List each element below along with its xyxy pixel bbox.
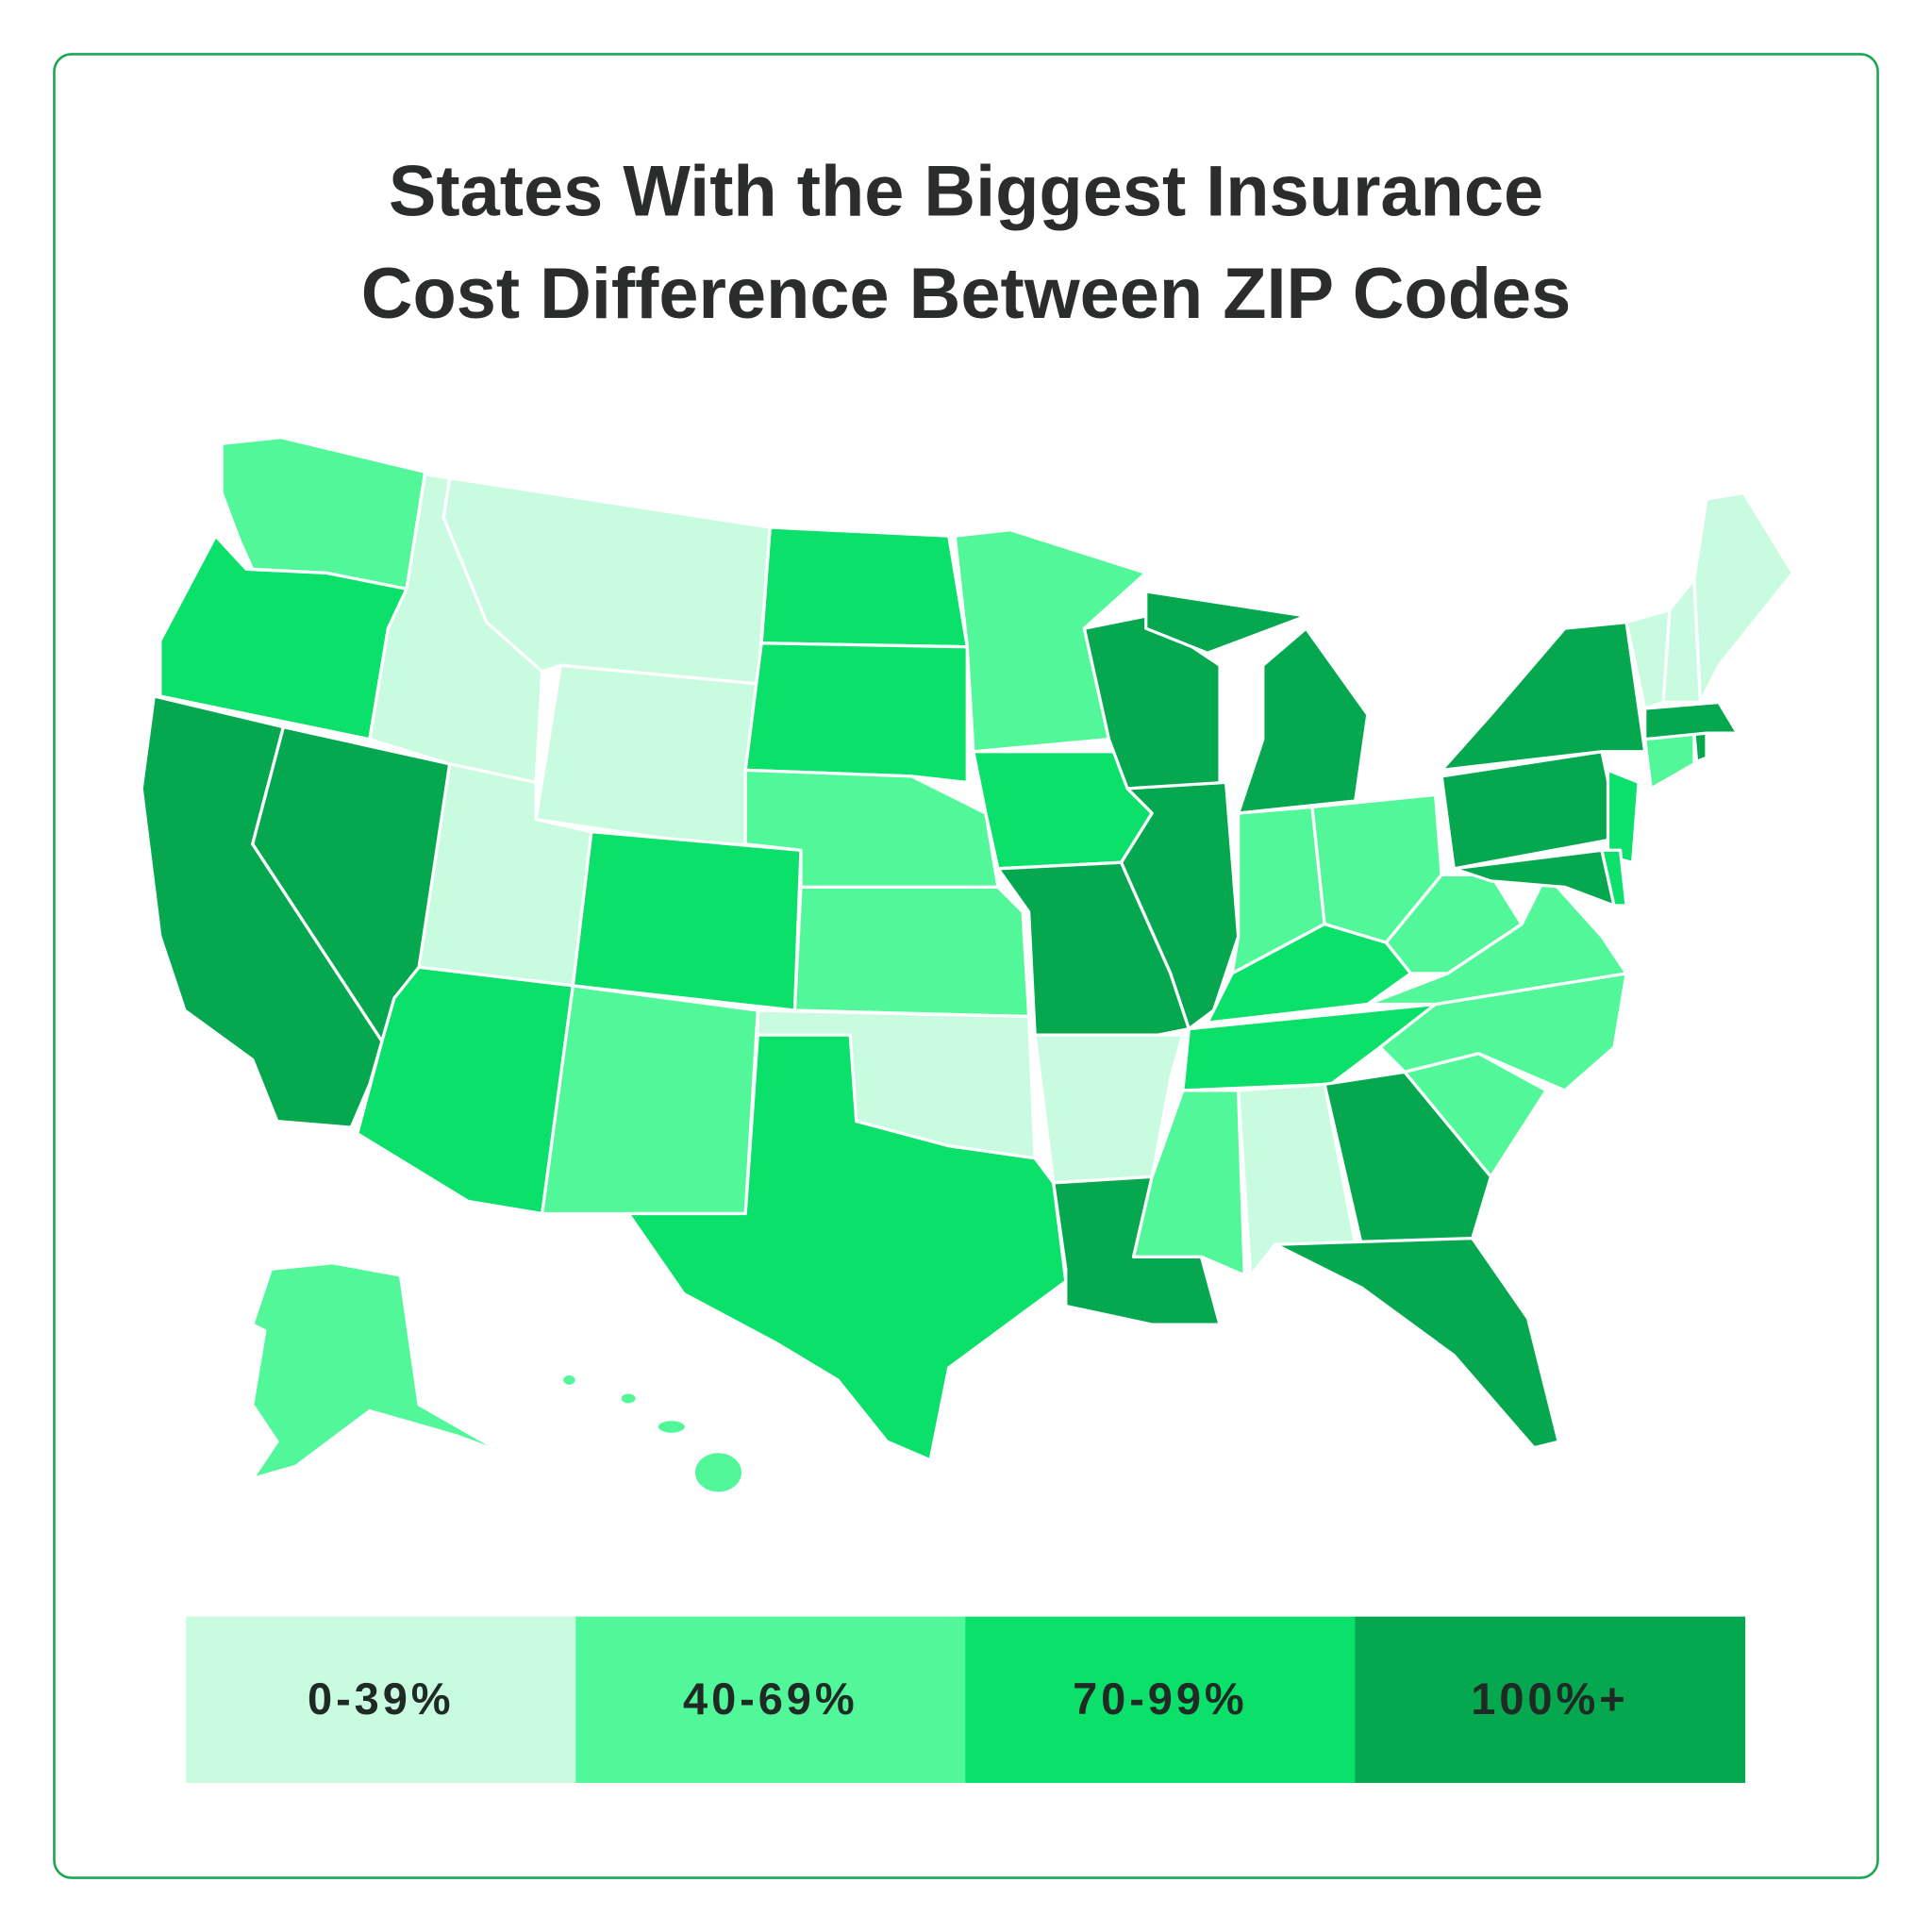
title-line: Cost Difference Between ZIP Codes: [361, 254, 1571, 334]
legend-label: 100%+: [1471, 1674, 1628, 1724]
region: [1033, 1033, 1185, 1185]
region: [792, 885, 1031, 1019]
region: [571, 830, 803, 1012]
legend-swatch: [965, 1616, 1357, 1783]
region: [1384, 873, 1524, 975]
legend-swatch: [1355, 1616, 1746, 1783]
region: [655, 1418, 689, 1436]
region: [541, 984, 759, 1216]
legend-swatch: [186, 1616, 576, 1783]
region: [626, 1033, 1068, 1462]
region: [1452, 848, 1616, 908]
region: [1274, 1237, 1560, 1450]
region: [1643, 700, 1740, 741]
region: [1606, 768, 1641, 864]
region: [251, 1261, 508, 1480]
region: [1237, 626, 1370, 815]
legend-label: 70-99%: [1073, 1674, 1248, 1724]
region: [1323, 1070, 1493, 1246]
region: [1692, 491, 1795, 705]
region: [691, 1449, 745, 1495]
region: [1600, 848, 1628, 908]
us-map: [140, 436, 1795, 1495]
title-line: States With the Biggest Insurance: [389, 152, 1543, 232]
legend-label: 40-69%: [683, 1674, 858, 1724]
region: [1144, 590, 1308, 655]
legend-label: 0-39%: [308, 1674, 455, 1724]
region: [743, 641, 969, 785]
region: [559, 1372, 578, 1389]
legend-swatch: [575, 1616, 966, 1783]
region: [759, 525, 969, 649]
region: [534, 663, 759, 852]
region: [1692, 731, 1708, 763]
region: [618, 1391, 639, 1407]
legend: 0-39% 40-69% 70-99% 100%+: [186, 1616, 1746, 1783]
region: [1181, 1002, 1438, 1092]
